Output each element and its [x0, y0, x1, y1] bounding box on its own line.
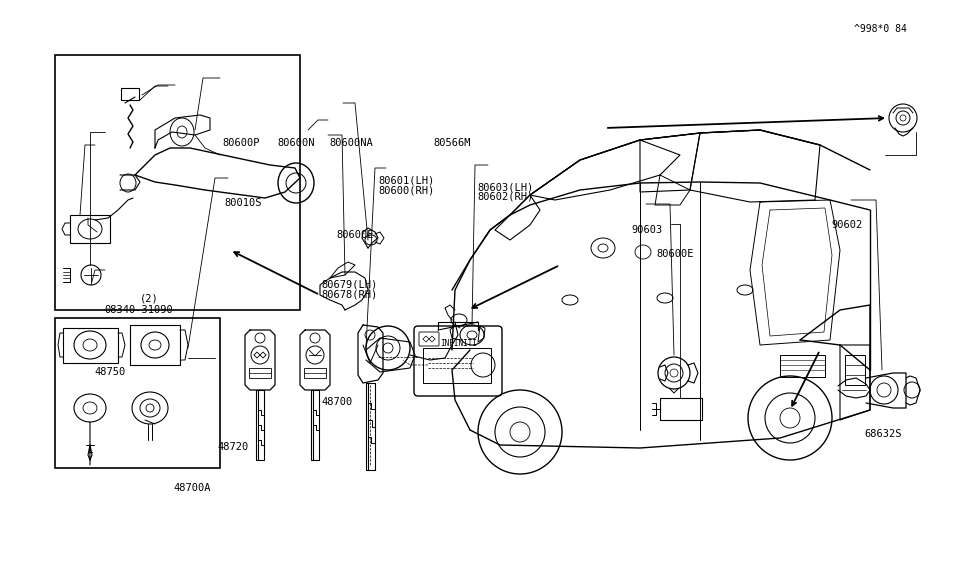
Text: ^998*0 84: ^998*0 84 [854, 24, 907, 35]
Text: 80010S: 80010S [224, 198, 261, 208]
Text: 08340-31090: 08340-31090 [104, 305, 174, 315]
Text: 80600NA: 80600NA [330, 138, 373, 148]
Bar [70, 215, 110, 243]
Bar [249, 368, 271, 378]
Text: 80678(RH): 80678(RH) [322, 289, 378, 299]
Text: 48700A: 48700A [174, 483, 211, 493]
Text: 80600E: 80600E [336, 230, 373, 240]
Text: 80566M: 80566M [433, 138, 470, 148]
Text: 90603: 90603 [632, 225, 663, 235]
Text: INFINITI: INFINITI [440, 339, 477, 348]
Text: 68632S: 68632S [865, 428, 902, 439]
Text: 80602(RH): 80602(RH) [478, 192, 534, 202]
Text: 80603(LH): 80603(LH) [478, 182, 534, 192]
Text: 48720: 48720 [217, 442, 249, 452]
Text: 90602: 90602 [832, 220, 863, 230]
Text: 80600E: 80600E [656, 248, 693, 259]
Text: 48700: 48700 [322, 397, 353, 407]
Bar [780, 355, 825, 377]
Text: 80679(LH): 80679(LH) [322, 280, 378, 290]
Text: 80600N: 80600N [277, 138, 314, 148]
Bar [121, 88, 139, 100]
Bar [660, 398, 702, 420]
Text: 80601(LH): 80601(LH) [378, 175, 435, 186]
Bar [130, 325, 180, 365]
Text: 80600(RH): 80600(RH) [378, 185, 435, 195]
Text: 80600P: 80600P [222, 138, 259, 148]
Bar [845, 355, 865, 385]
Text: (2): (2) [139, 293, 158, 303]
Bar [423, 348, 491, 383]
Text: 48750: 48750 [95, 367, 126, 378]
Bar [55, 318, 220, 468]
Bar [304, 368, 326, 378]
Bar [55, 55, 300, 310]
Bar [63, 328, 118, 363]
